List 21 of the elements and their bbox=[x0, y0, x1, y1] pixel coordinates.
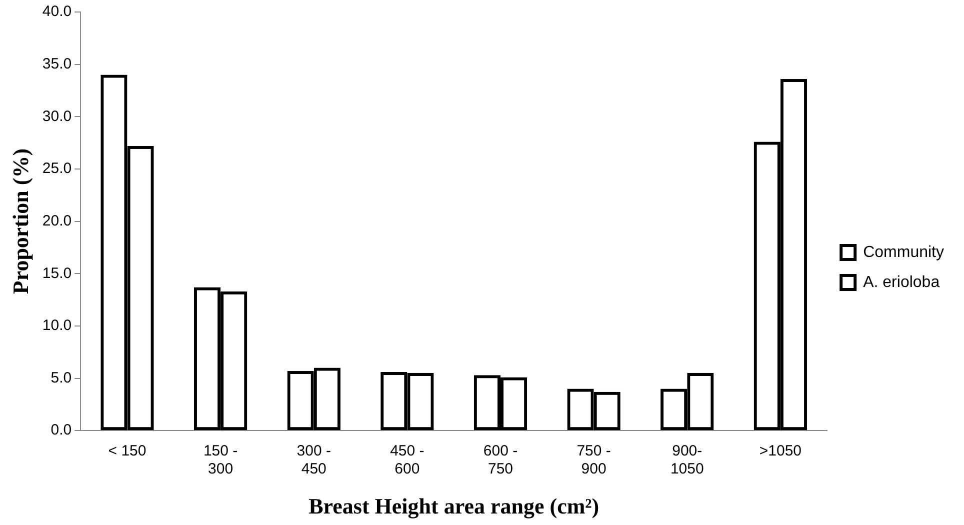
y-tick-label: 20.0 bbox=[42, 212, 72, 230]
y-tick-label: 0.0 bbox=[50, 422, 72, 439]
legend-label: Community bbox=[863, 244, 944, 261]
y-tick-label: 30.0 bbox=[42, 108, 72, 125]
x-tick-label: 750 - 900 bbox=[576, 442, 611, 478]
x-tick-label: >1050 bbox=[759, 442, 802, 460]
x-tick-label: < 150 bbox=[108, 442, 146, 460]
y-tick-label: 40.0 bbox=[42, 3, 72, 20]
y-tick-label: 35.0 bbox=[42, 55, 72, 72]
y-axis-title: Proportion (%) bbox=[8, 148, 33, 294]
y-tick-label: 5.0 bbox=[50, 369, 72, 386]
x-tick-label: 600 - 750 bbox=[483, 442, 518, 478]
legend-label: A. erioloba bbox=[863, 274, 940, 291]
x-tick-label: 300 - 450 bbox=[296, 442, 331, 478]
y-tick-label: 25.0 bbox=[42, 160, 72, 178]
y-tick-label: 10.0 bbox=[42, 317, 72, 334]
y-tick-label: 15.0 bbox=[42, 264, 72, 282]
x-axis-title: Breast Height area range (cm²) bbox=[308, 493, 600, 518]
x-tick-label: 900-1050 bbox=[670, 442, 704, 478]
x-tick-label: 150 - 300 bbox=[203, 442, 238, 478]
x-tick-label: 450 - 600 bbox=[390, 442, 424, 478]
